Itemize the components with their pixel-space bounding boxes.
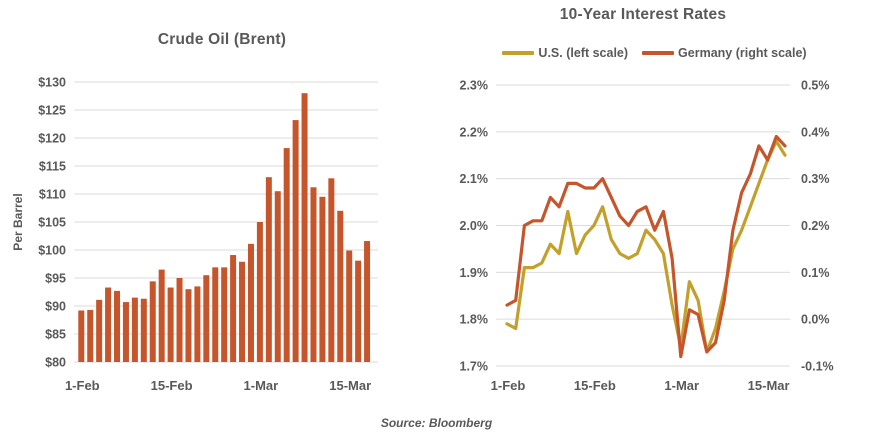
rates-left-axis-label: 1.7%	[460, 360, 489, 374]
crude-oil-chart-title: Crude Oil (Brent)	[157, 31, 287, 48]
oil-bar	[203, 275, 210, 362]
oil-bar	[230, 255, 237, 362]
us-line-swatch-icon	[502, 51, 535, 55]
oil-y-axis-label: $95	[45, 272, 66, 286]
oil-y-axis-label: $100	[38, 244, 66, 258]
oil-x-axis-label: 1-Feb	[65, 378, 100, 393]
legend-label-us: U.S. (left scale)	[538, 46, 629, 60]
oil-bar	[212, 267, 219, 362]
oil-y-axis-label: $120	[38, 132, 66, 146]
oil-x-axis-label: 15-Feb	[151, 378, 193, 393]
oil-bar	[122, 302, 129, 362]
oil-bar	[274, 191, 281, 362]
oil-x-axis-label: 15-Mar	[329, 378, 371, 393]
oil-bar	[158, 269, 165, 362]
oil-bar	[328, 178, 335, 362]
oil-y-axis-label: $110	[39, 188, 66, 202]
germany-line-swatch-icon	[642, 51, 675, 55]
rates-right-axis-label: 0.3%	[801, 172, 830, 186]
oil-bar	[256, 222, 263, 362]
rates-right-axis-label: 0.0%	[801, 313, 830, 327]
oil-y-axis-label: $115	[39, 160, 66, 174]
oil-bar	[194, 286, 201, 362]
oil-bar	[364, 241, 371, 362]
rates-left-axis-label: 1.9%	[460, 266, 489, 280]
oil-bar	[140, 298, 147, 362]
oil-bar	[185, 289, 192, 362]
rates-right-axis-label: -0.1%	[801, 360, 834, 374]
oil-bar	[87, 309, 94, 362]
oil-bar	[355, 260, 362, 362]
rates-x-axis-label: 1-Mar	[664, 378, 699, 393]
rates-right-axis-label: 0.1%	[801, 266, 830, 280]
oil-bar	[131, 297, 138, 362]
oil-y-axis-label: $125	[38, 104, 66, 118]
legend-item-germany: Germany (right scale)	[642, 46, 807, 60]
rates-left-axis-label: 2.0%	[460, 219, 489, 233]
rates-x-axis-label: 1-Feb	[491, 378, 526, 393]
oil-bar	[292, 120, 299, 362]
source-note: Source: Bloomberg	[380, 416, 493, 430]
oil-y-axis-title: Per Barrel	[11, 193, 25, 250]
oil-bar	[346, 250, 353, 362]
oil-bar	[337, 210, 344, 362]
oil-bar	[105, 287, 112, 362]
rates-x-axis-label: 15-Mar	[748, 378, 790, 393]
oil-bar	[78, 310, 85, 362]
legend-item-us: U.S. (left scale)	[502, 46, 628, 60]
rates-left-axis-label: 2.1%	[460, 172, 489, 186]
oil-bar	[176, 278, 183, 362]
oil-bar	[221, 267, 228, 362]
rates-x-axis-label: 15-Feb	[574, 378, 616, 393]
legend-label-germany: Germany (right scale)	[678, 46, 807, 60]
oil-bar	[239, 261, 246, 362]
oil-y-axis-label: $105	[38, 216, 66, 230]
oil-bar	[114, 290, 121, 362]
oil-bar	[310, 187, 317, 362]
rates-right-axis-label: 0.5%	[801, 79, 830, 93]
oil-y-axis-label: $90	[45, 300, 66, 314]
germany-rate-line	[505, 134, 787, 359]
oil-y-axis-label: $80	[45, 356, 66, 370]
oil-x-axis-label: 1-Mar	[244, 378, 279, 393]
oil-bar	[283, 148, 290, 362]
rates-chart-title: 10-Year Interest Rates	[559, 6, 727, 23]
rates-left-axis-label: 2.2%	[460, 125, 489, 139]
oil-bar	[96, 299, 103, 362]
oil-bar	[319, 196, 326, 362]
oil-bar	[301, 93, 308, 362]
rates-legend: U.S. (left scale) Germany (right scale)	[436, 44, 873, 62]
oil-bar	[265, 177, 272, 362]
rates-left-axis-label: 1.8%	[460, 313, 489, 327]
rates-right-axis-label: 0.2%	[801, 219, 830, 233]
oil-bar	[247, 243, 254, 362]
oil-bar	[149, 281, 156, 362]
oil-y-axis-label: $85	[45, 328, 66, 342]
rates-right-axis-label: 0.4%	[801, 125, 830, 139]
rates-left-axis-label: 2.3%	[460, 79, 489, 93]
us-rate-line	[505, 139, 787, 354]
oil-bar	[167, 287, 174, 362]
oil-y-axis-label: $130	[38, 76, 66, 90]
